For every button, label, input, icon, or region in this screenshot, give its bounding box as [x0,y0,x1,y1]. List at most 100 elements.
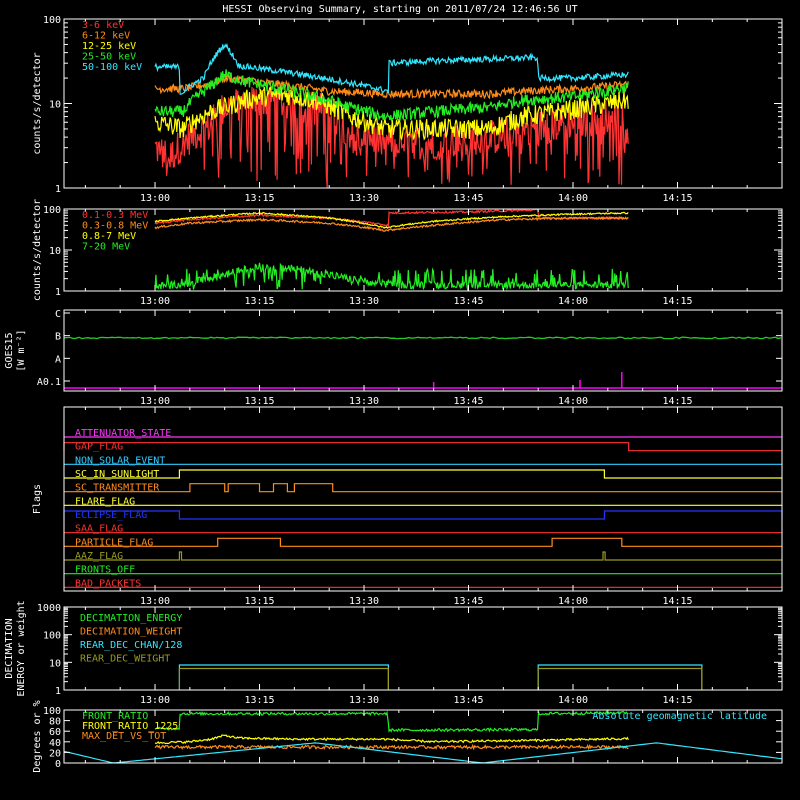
decim-ylabel: DECIMATION [4,618,15,678]
goes-xtick-label: 14:15 [662,396,692,407]
ratio-series-2 [154,743,629,751]
goes-ylabel: GOES15 [4,332,15,368]
highE-series-2 [154,211,629,229]
ratio-ytick-label: 0 [55,759,61,770]
flags-xtick-label: 13:45 [453,596,483,607]
goes-xtick-label: 13:15 [244,396,274,407]
lowE-xtick-label: 14:15 [662,193,692,204]
decim-frame [63,606,783,691]
goes-ytick-label: A [55,354,61,365]
decim-xtick-label: 13:45 [453,695,483,706]
highE-series-0 [154,208,629,229]
decim-legend-entry: DECIMATION_ENERGY [80,613,182,624]
goes-frame [63,309,783,392]
ratio-legend-entry: MAX_DET_VS_TOT [82,731,166,742]
lowE-legend-entry: 6-12 keV [82,31,130,42]
lowE-legend-entry: 3-6 keV [82,20,124,31]
lowE-ylabel: counts/s/detector [32,52,43,154]
lowE-xtick-label: 14:00 [558,193,588,204]
lowE-xtick-label: 13:30 [349,193,379,204]
decim-xtick-label: 13:00 [140,695,170,706]
flag-line-gap-flag [63,442,782,452]
highE-legend-entry: 0.3-0.8 MeV [82,221,148,232]
flag-label: PARTICLE_FLAG [75,537,153,548]
ratio-series-0 [154,710,629,733]
lowE-legend-entry: 50-100 keV [82,62,142,73]
flag-label: FLARE_FLAG [75,496,135,507]
flags-ylabel: Flags [32,484,43,514]
lowE-xtick-label: 13:00 [140,193,170,204]
lowE-xtick-label: 13:15 [244,193,274,204]
ratio-series-1 [154,734,629,745]
lowE-series-3 [154,69,629,122]
flag-label: BAD_PACKETS [75,578,141,589]
ratio-series-3 [63,742,782,764]
decim-xtick-label: 14:00 [558,695,588,706]
lowE-series-2 [154,85,629,141]
goes-xtick-label: 13:00 [140,396,170,407]
ratio-ylabel: Degrees or % [32,700,43,772]
ratio-ytick-label: 100 [43,706,61,717]
decim-ytick-label: 10 [49,658,61,669]
goes-xtick-label: 13:45 [453,396,483,407]
lowE-series-1 [154,73,629,100]
flag-label: GAP_FLAG [75,442,123,453]
highE-ytick-label: 1 [55,287,61,298]
flags-xtick-label: 13:30 [349,596,379,607]
flags-frame [63,406,783,592]
highE-ylabel: counts/s/detector [32,199,43,301]
highE-xtick-label: 14:15 [662,296,692,307]
flag-label: FRONTS_OFF [75,565,135,576]
decim-series-3 [537,667,703,690]
ratio-legend-entry: Absolute geomagnetic latitude [592,711,767,722]
flags-xtick-label: 13:00 [140,596,170,607]
highE-series-1 [154,215,629,233]
highE-xtick-label: 13:15 [244,296,274,307]
decim-xtick-label: 13:15 [244,695,274,706]
lowE-series-4 [154,42,629,95]
decim-series-3 [178,667,389,690]
lowE-legend-entry: 12-25 keV [82,41,136,52]
flag-line-eclipse-flag [63,510,783,520]
lowE-ytick-label: 1 [55,184,61,195]
lowE-legend-entry: 25-50 keV [82,52,136,63]
highE-xtick-label: 13:45 [453,296,483,307]
ratio-legend-entry: FRONT_RATIO_1225 [82,721,178,732]
goes-series-0 [64,336,782,340]
lowE-ytick-label: 100 [43,15,61,26]
ratio-ytick-label: 20 [49,748,61,759]
flag-label: SC_IN_SUNLIGHT [75,469,159,480]
highE-xtick-label: 13:00 [140,296,170,307]
highE-legend-entry: 7-20 MeV [82,242,130,253]
decim-xtick-label: 14:15 [662,695,692,706]
highE-legend-entry: 0.8-7 MeV [82,231,136,242]
flag-line-sc-transmitter [64,483,782,493]
lowE-frame [63,18,783,189]
decim-ytick-label: 1000 [37,603,61,614]
ratio-legend-entry: FRONT_RATIO [82,711,148,722]
flag-label: NON_SOLAR_EVENT [75,455,165,466]
highE-legend-entry: 0.1-0.3 MeV [82,210,148,221]
goes-ytick-label: C [55,309,61,320]
decim-legend-entry: REAR_DEC_WEIGHT [80,654,170,665]
flag-label: ECLIPSE_FLAG [75,510,147,521]
decim-xtick-label: 13:30 [349,695,379,706]
decim-ytick-label: 1 [55,686,61,697]
decim-legend-entry: REAR_DEC_CHAN/128 [80,640,182,651]
highE-ytick-label: 100 [43,205,61,216]
goes-xtick-label: 13:30 [349,396,379,407]
flag-line-sc-in-sunlight [64,469,782,479]
ratio-ytick-label: 80 [49,717,61,728]
lowE-ytick-label: 10 [49,100,61,111]
decim-ytick-label: 100 [43,631,61,642]
flags-xtick-label: 13:15 [244,596,274,607]
decim-legend-entry: DECIMATION_WEIGHT [80,627,182,638]
highE-ytick-label: 10 [49,246,61,257]
flags-xtick-label: 14:15 [662,596,692,607]
lowE-series-0 [154,84,629,188]
flag-line-particle-flag [64,537,782,547]
ratio-ytick-label: 60 [49,727,61,738]
goes-ylabel: [W m⁻²] [16,329,27,371]
goes-ytick-label: B [55,332,61,343]
